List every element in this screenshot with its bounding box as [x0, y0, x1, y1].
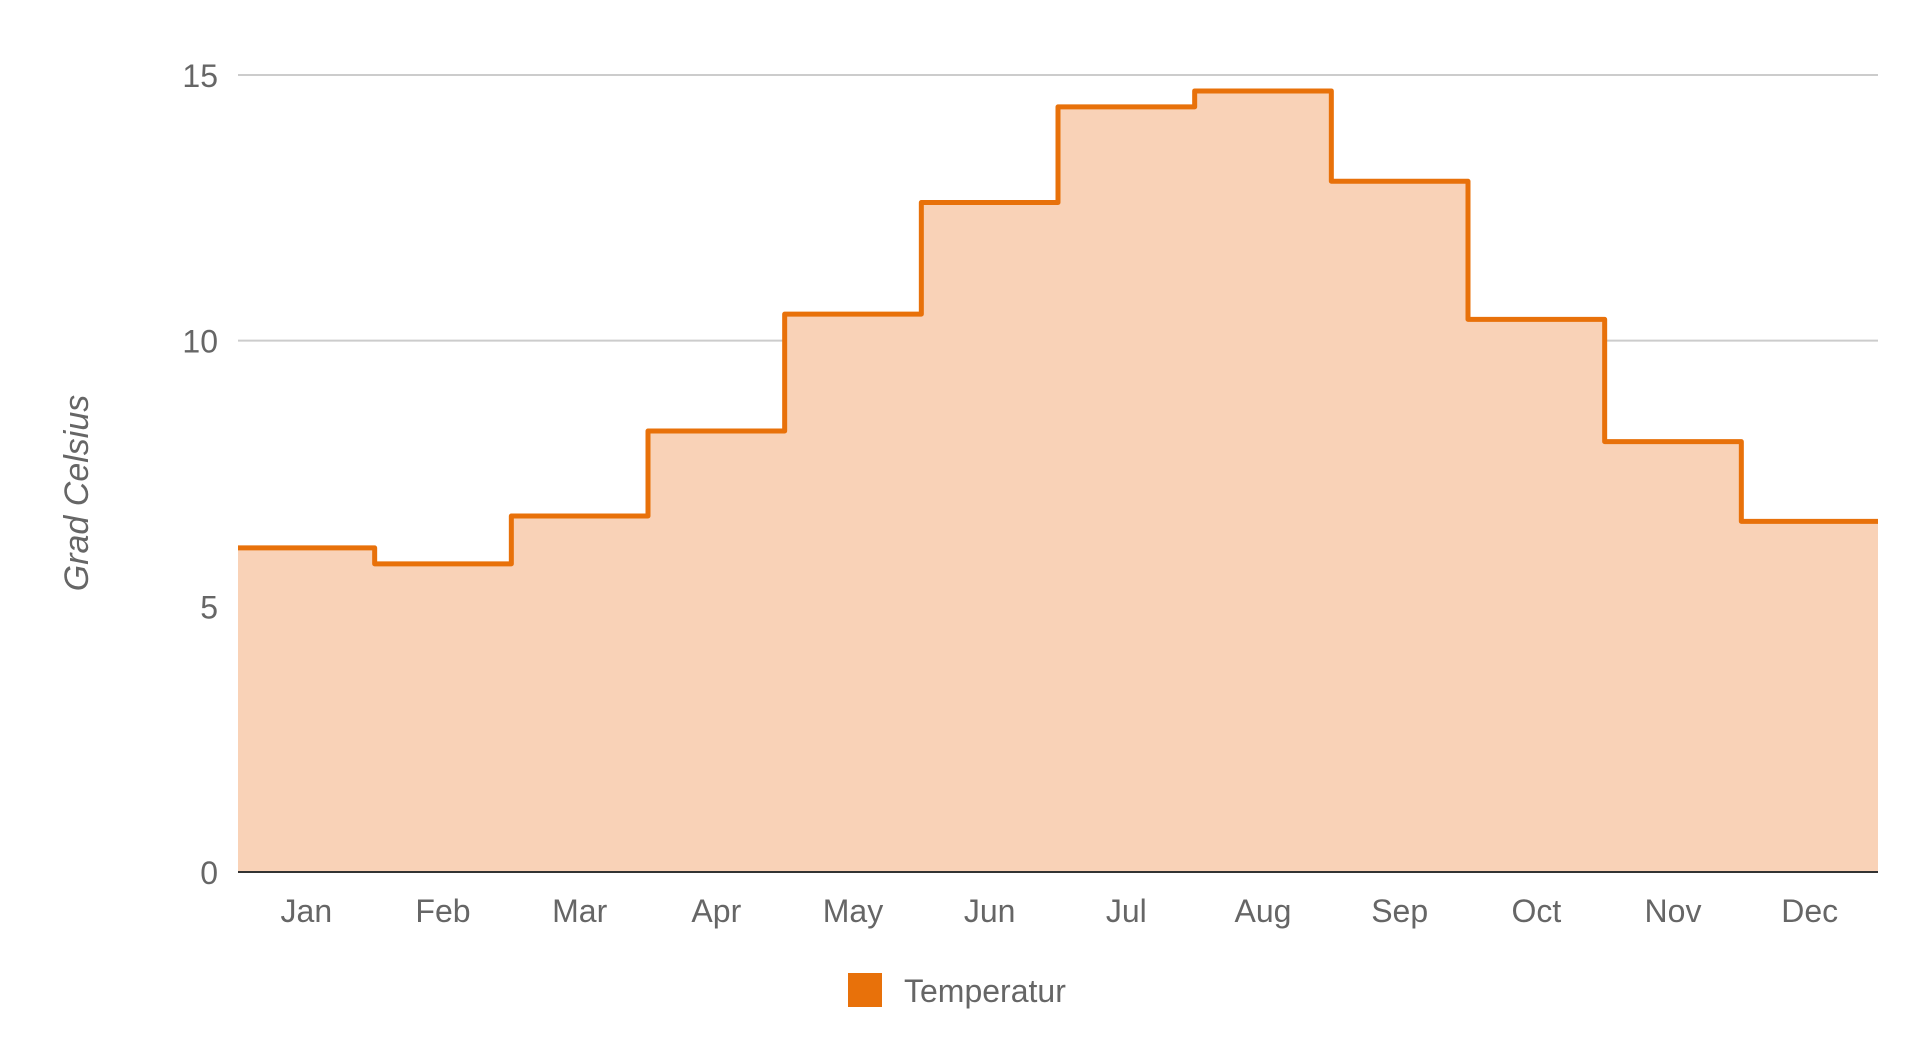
legend-label: Temperatur: [904, 973, 1066, 1009]
y-tick-label: 0: [200, 855, 218, 891]
x-tick-label: Jan: [281, 893, 333, 929]
legend-swatch: [848, 973, 882, 1007]
y-tick-label: 5: [200, 589, 218, 625]
y-tick-label: 15: [182, 58, 218, 94]
x-tick-label: May: [823, 893, 883, 929]
x-tick-label: Nov: [1645, 893, 1702, 929]
area-fill: [238, 90, 1878, 872]
y-tick-label: 10: [182, 324, 218, 360]
x-tick-label: Aug: [1235, 893, 1292, 929]
plot-area: [238, 88, 1878, 872]
legend: Temperatur: [848, 973, 1066, 1009]
series-line-temperatur: [238, 88, 1878, 567]
x-tick-label: Jul: [1106, 893, 1147, 929]
x-tick-label: Feb: [415, 893, 470, 929]
x-tick-label: Apr: [691, 893, 741, 929]
x-tick-label: Dec: [1781, 893, 1838, 929]
x-tick-label: Mar: [552, 893, 607, 929]
y-axis-label: Grad Celsius: [58, 395, 96, 592]
x-tick-label: Jun: [964, 893, 1016, 929]
x-tick-label: Sep: [1371, 893, 1428, 929]
x-tick-label: Oct: [1511, 893, 1561, 929]
axes: 0 5 10 15 Jan Feb Mar Apr May Jun Jul Aug Sep Oct Nov D…: [182, 58, 1878, 929]
